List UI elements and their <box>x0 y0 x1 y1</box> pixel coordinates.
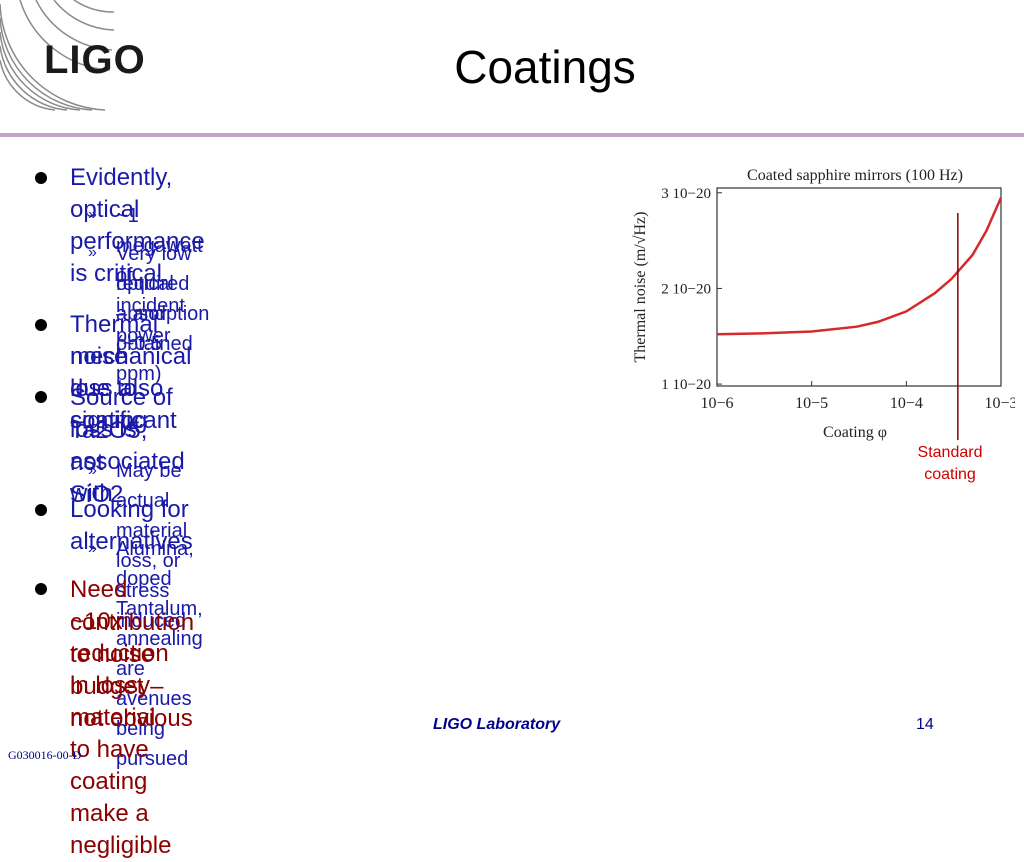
y-tick-label: 1 10−20 <box>661 377 711 393</box>
bullet-dot <box>35 172 47 184</box>
bullet-dot <box>35 391 47 403</box>
sub-bullet-1-2-cont: required – and obtained <box>116 273 193 355</box>
y-axis-tick-labels: 1 10−20 2 10−20 3 10−20 <box>661 186 711 393</box>
bullet-2-line-2: mechanical loss also significant <box>70 343 192 434</box>
sub-bullet-marker: » <box>88 462 97 479</box>
sub-bullet-marker: » <box>88 540 97 557</box>
bullet-3-line-2: Ta2O5, not SiO2 <box>70 417 148 508</box>
plot-frame <box>716 187 1002 387</box>
y-axis-label: Thermal noise (m/√Hz) <box>632 212 649 363</box>
bullet-dot <box>35 319 47 331</box>
bullet-dot <box>35 583 47 595</box>
y-tick-label: 3 10−20 <box>661 186 711 202</box>
x-tick-label: 10−3 <box>984 395 1015 412</box>
annotation-line-2: coating <box>924 466 976 483</box>
x-axis-tick-labels: 10−6 10−5 10−4 10−3 <box>700 395 1015 412</box>
x-axis-ticks <box>716 381 1002 386</box>
x-tick-label: 10−6 <box>700 395 733 412</box>
slide-title: Coatings <box>454 41 636 93</box>
x-tick-label: 10−5 <box>795 395 828 412</box>
sub-bullet-1-1: ~1 megawatt of incident power <box>116 205 203 347</box>
title-divider <box>0 133 1024 137</box>
x-tick-label: 10−4 <box>890 395 923 412</box>
standard-coating-annotation: Standard coating <box>900 442 1000 486</box>
document-id: G030016-00-D <box>8 748 82 762</box>
bullet-3-line-1: Source of loss is associated with <box>70 384 185 507</box>
sub-bullet-marker: » <box>88 206 97 223</box>
bullet-1-text: Evidently, optical performance is critic… <box>70 164 205 287</box>
series-line <box>716 197 1003 336</box>
bullet-5-line-2: contribution to noise budget – not obvio… <box>70 609 195 732</box>
annotation-line-1: Standard <box>917 444 983 461</box>
bullet-4-text: Looking for alternatives <box>70 496 193 555</box>
sub-bullet-1-2: Very low optical absorption (~0.5 ppm) <box>116 243 210 385</box>
chart-title: Coated sapphire mirrors (100 Hz) <box>747 167 963 184</box>
bullet-2-line-1: Thermal noise due to coating <box>70 311 159 434</box>
y-tick-label: 2 10−20 <box>661 281 711 297</box>
sub-bullet-marker: » <box>88 244 97 261</box>
x-axis-label: Coating φ <box>823 424 887 441</box>
y-axis-ticks <box>717 192 722 385</box>
ligo-logo-text: LIGO <box>44 38 146 82</box>
bullet-dot <box>35 504 47 516</box>
ligo-logo-graphic <box>0 0 115 111</box>
sub-bullet-3-1: May be actual material loss, or stress i… <box>116 460 188 632</box>
footer-lab-name: LIGO Laboratory <box>433 716 561 733</box>
sub-bullet-4-1: Alumina, doped Tantalum, annealing are a… <box>116 538 203 770</box>
thermal-noise-chart: Coated sapphire mirrors (100 Hz) 10−6 10−… <box>632 167 1015 441</box>
page-number: 14 <box>916 716 934 733</box>
